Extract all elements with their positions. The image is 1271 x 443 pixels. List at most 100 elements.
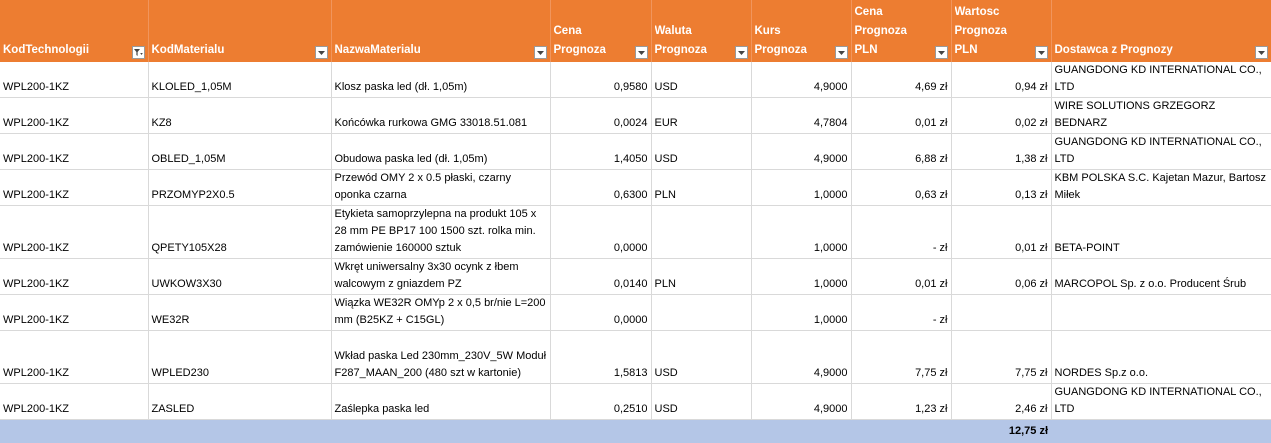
cell-waluta[interactable]: EUR [651, 98, 751, 134]
cell-kod-technologii[interactable]: WPL200-1KZ [0, 384, 148, 420]
cell-kod-technologii[interactable]: WPL200-1KZ [0, 134, 148, 170]
cell-dostawca[interactable]: BETA-POINT [1051, 206, 1271, 259]
cell-nazwa-materialu[interactable]: Wkład paska Led 230mm_230V_5W Moduł F287… [331, 331, 550, 384]
cell-dostawca[interactable]: NORDES Sp.z o.o. [1051, 331, 1271, 384]
cell-cena-pln[interactable]: 7,75 zł [851, 331, 951, 384]
cell-cena-prognoza[interactable]: 0,6300 [550, 170, 651, 206]
cell-kurs[interactable]: 4,9000 [751, 384, 851, 420]
cell-kod-materialu[interactable]: OBLED_1,05M [148, 134, 331, 170]
cell-nazwa-materialu[interactable]: Zaślepka paska led [331, 384, 550, 420]
dropdown-arrow-icon[interactable] [534, 46, 547, 59]
cell-cena-pln[interactable]: 0,63 zł [851, 170, 951, 206]
cell-waluta[interactable]: USD [651, 134, 751, 170]
cell-nazwa-materialu[interactable]: Obudowa paska led (dł. 1,05m) [331, 134, 550, 170]
cell-kod-materialu[interactable]: KZ8 [148, 98, 331, 134]
cell-cena-prognoza[interactable]: 0,0000 [550, 206, 651, 259]
cell-dostawca[interactable]: GUANGDONG KD INTERNATIONAL CO., LTD [1051, 384, 1271, 420]
cell-cena-prognoza[interactable]: 0,0024 [550, 98, 651, 134]
cell-waluta[interactable]: USD [651, 331, 751, 384]
cell-cena-pln[interactable]: 0,01 zł [851, 259, 951, 295]
cell-wartosc-pln[interactable] [951, 295, 1051, 331]
cell-dostawca[interactable]: MARCOPOL Sp. z o.o. Producent Śrub [1051, 259, 1271, 295]
cell-kod-technologii[interactable]: WPL200-1KZ [0, 295, 148, 331]
cell-kurs[interactable]: 1,0000 [751, 170, 851, 206]
cell-wartosc-pln[interactable]: 0,94 zł [951, 62, 1051, 98]
cell-wartosc-pln[interactable]: 7,75 zł [951, 331, 1051, 384]
cell-cena-pln[interactable]: - zł [851, 295, 951, 331]
total-cell[interactable] [751, 420, 851, 443]
cell-cena-prognoza[interactable]: 0,0000 [550, 295, 651, 331]
cell-wartosc-pln[interactable]: 1,38 zł [951, 134, 1051, 170]
cell-cena-pln[interactable]: 1,23 zł [851, 384, 951, 420]
dropdown-arrow-icon[interactable] [935, 46, 948, 59]
cell-kod-materialu[interactable]: QPETY105X28 [148, 206, 331, 259]
cell-kurs[interactable]: 4,9000 [751, 134, 851, 170]
cell-kod-materialu[interactable]: WE32R [148, 295, 331, 331]
cell-wartosc-pln[interactable]: 0,13 zł [951, 170, 1051, 206]
cell-cena-prognoza[interactable]: 0,9580 [550, 62, 651, 98]
cell-waluta[interactable] [651, 295, 751, 331]
cell-wartosc-pln[interactable]: 0,06 zł [951, 259, 1051, 295]
total-wartosc[interactable]: 12,75 zł [951, 420, 1051, 443]
cell-cena-pln[interactable]: 6,88 zł [851, 134, 951, 170]
cell-cena-pln[interactable]: 0,01 zł [851, 98, 951, 134]
cell-nazwa-materialu[interactable]: Klosz paska led (dł. 1,05m) [331, 62, 550, 98]
cell-cena-pln[interactable]: 4,69 zł [851, 62, 951, 98]
cell-nazwa-materialu[interactable]: Przewód OMY 2 x 0.5 płaski, czarny oponk… [331, 170, 550, 206]
cell-kurs[interactable]: 4,9000 [751, 62, 851, 98]
cell-kod-materialu[interactable]: ZASLED [148, 384, 331, 420]
cell-kod-technologii[interactable]: WPL200-1KZ [0, 62, 148, 98]
cell-kurs[interactable]: 1,0000 [751, 259, 851, 295]
cell-waluta[interactable]: PLN [651, 259, 751, 295]
cell-dostawca[interactable]: GUANGDONG KD INTERNATIONAL CO., LTD [1051, 134, 1271, 170]
cell-kod-technologii[interactable]: WPL200-1KZ [0, 170, 148, 206]
cell-kod-technologii[interactable]: WPL200-1KZ [0, 206, 148, 259]
total-cell[interactable] [851, 420, 951, 443]
total-cell[interactable] [331, 420, 550, 443]
cell-waluta[interactable]: USD [651, 62, 751, 98]
cell-dostawca[interactable]: KBM POLSKA S.C. Kajetan Mazur, Bartosz M… [1051, 170, 1271, 206]
cell-nazwa-materialu[interactable]: Końcówka rurkowa GMG 33018.51.081 [331, 98, 550, 134]
cell-kod-technologii[interactable]: WPL200-1KZ [0, 259, 148, 295]
cell-cena-pln[interactable]: - zł [851, 206, 951, 259]
total-row: 12,75 zł [0, 420, 1271, 443]
cell-kurs[interactable]: 4,7804 [751, 98, 851, 134]
dropdown-arrow-icon[interactable] [1035, 46, 1048, 59]
cell-kod-materialu[interactable]: KLOLED_1,05M [148, 62, 331, 98]
cell-waluta[interactable]: USD [651, 384, 751, 420]
dropdown-arrow-icon[interactable] [635, 46, 648, 59]
cell-kod-technologii[interactable]: WPL200-1KZ [0, 331, 148, 384]
total-cell[interactable] [1051, 420, 1271, 443]
cell-nazwa-materialu[interactable]: Etykieta samoprzylepna na produkt 105 x … [331, 206, 550, 259]
cell-cena-prognoza[interactable]: 0,2510 [550, 384, 651, 420]
dropdown-arrow-icon[interactable] [835, 46, 848, 59]
cell-cena-prognoza[interactable]: 1,4050 [550, 134, 651, 170]
cell-dostawca[interactable]: WIRE SOLUTIONS GRZEGORZ BEDNARZ [1051, 98, 1271, 134]
cell-kurs[interactable]: 4,9000 [751, 331, 851, 384]
dropdown-arrow-icon[interactable] [315, 46, 328, 59]
cell-kod-technologii[interactable]: WPL200-1KZ [0, 98, 148, 134]
cell-wartosc-pln[interactable]: 2,46 zł [951, 384, 1051, 420]
cell-nazwa-materialu[interactable]: Wiązka WE32R OMYp 2 x 0,5 br/nie L=200 m… [331, 295, 550, 331]
dropdown-arrow-icon[interactable] [735, 46, 748, 59]
dropdown-arrow-icon[interactable] [1255, 46, 1268, 59]
cell-dostawca[interactable] [1051, 295, 1271, 331]
total-cell[interactable] [550, 420, 651, 443]
cell-dostawca[interactable]: GUANGDONG KD INTERNATIONAL CO., LTD [1051, 62, 1271, 98]
cell-cena-prognoza[interactable]: 0,0140 [550, 259, 651, 295]
cell-kod-materialu[interactable]: PRZOMYP2X0.5 [148, 170, 331, 206]
cell-wartosc-pln[interactable]: 0,01 zł [951, 206, 1051, 259]
filter-active-icon[interactable] [132, 46, 145, 59]
cell-kurs[interactable]: 1,0000 [751, 295, 851, 331]
total-cell[interactable] [148, 420, 331, 443]
total-cell[interactable] [0, 420, 148, 443]
cell-wartosc-pln[interactable]: 0,02 zł [951, 98, 1051, 134]
cell-waluta[interactable]: PLN [651, 170, 751, 206]
cell-waluta[interactable] [651, 206, 751, 259]
cell-kurs[interactable]: 1,0000 [751, 206, 851, 259]
total-cell[interactable] [651, 420, 751, 443]
cell-cena-prognoza[interactable]: 1,5813 [550, 331, 651, 384]
cell-kod-materialu[interactable]: UWKOW3X30 [148, 259, 331, 295]
cell-kod-materialu[interactable]: WPLED230 [148, 331, 331, 384]
cell-nazwa-materialu[interactable]: Wkręt uniwersalny 3x30 ocynk z łbem walc… [331, 259, 550, 295]
